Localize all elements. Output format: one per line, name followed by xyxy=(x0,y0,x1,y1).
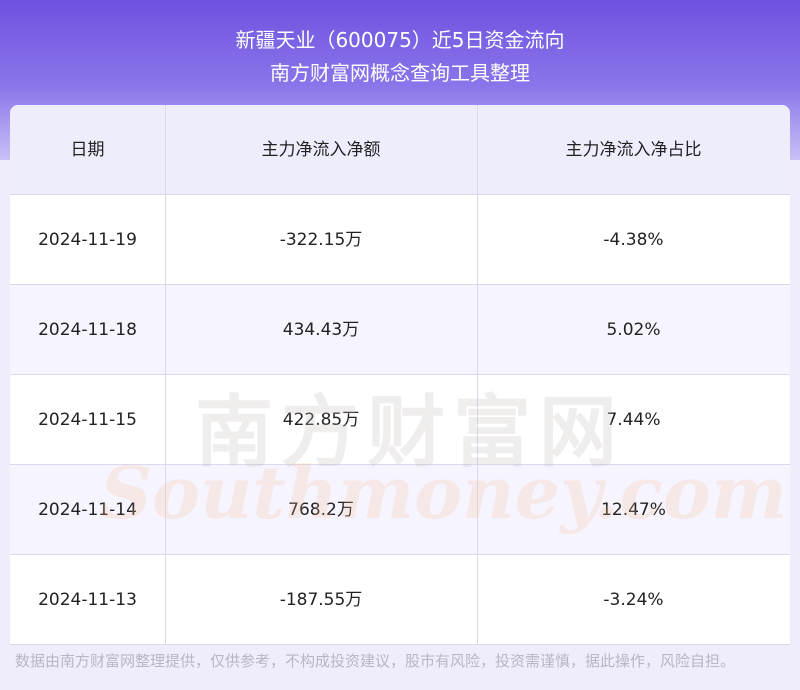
column-header: 日期 xyxy=(70,140,105,160)
table-cell: 2024-11-15 xyxy=(38,410,137,430)
table-row: 2024-11-13 -187.55万 -3.24% xyxy=(10,555,790,645)
table-cell: -322.15万 xyxy=(279,230,363,250)
table-row: 2024-11-14 768.2万 12.47% xyxy=(10,465,790,555)
table: 日期 主力净流入净额 主力净流入净占比 2024-11-19 -322.15万 -4.38… xyxy=(10,105,790,645)
table-cell: 2024-11-13 xyxy=(38,590,137,610)
column-divider xyxy=(477,105,478,645)
table-cell: 768.2万 xyxy=(288,500,354,520)
table-cell: 5.02% xyxy=(606,320,661,340)
column-divider xyxy=(165,105,166,645)
table-cell: 12.47% xyxy=(601,500,666,520)
table-cell: 422.85万 xyxy=(282,410,360,430)
watermark-cn: 南方财富网 xyxy=(195,387,626,478)
table-cell: 434.43万 xyxy=(282,320,360,340)
table-row: 2024-11-18 434.43万 5.02% xyxy=(10,285,790,375)
subtitle: 南方财富网概念查询工具整理 xyxy=(270,61,530,85)
table-row: 2024-11-15 422.85万 7.44% xyxy=(10,375,790,465)
table-row: 日期 主力净流入净额 主力净流入净占比 xyxy=(10,105,790,195)
table-cell: 2024-11-18 xyxy=(38,320,137,340)
table-cell: 2024-11-14 xyxy=(38,500,137,520)
column-header: 主力净流入净占比 xyxy=(565,140,702,160)
watermark-en: Southmoney.com xyxy=(100,450,788,535)
footer-note: 数据由南方财富网整理提供，仅供参考，不构成投资建议，股市有风险，投资需谨慎，据此… xyxy=(15,652,736,670)
table-cell: 2024-11-19 xyxy=(38,230,137,250)
table-cell: -187.55万 xyxy=(279,590,363,610)
table-cell: -4.38% xyxy=(603,230,664,250)
title: 新疆天业（600075）近5日资金流向 xyxy=(235,28,565,52)
column-header: 主力净流入净额 xyxy=(261,140,381,160)
table-cell: 7.44% xyxy=(606,410,661,430)
table-cell: -3.24% xyxy=(603,590,664,610)
table-row: 2024-11-19 -322.15万 -4.38% xyxy=(10,195,790,285)
